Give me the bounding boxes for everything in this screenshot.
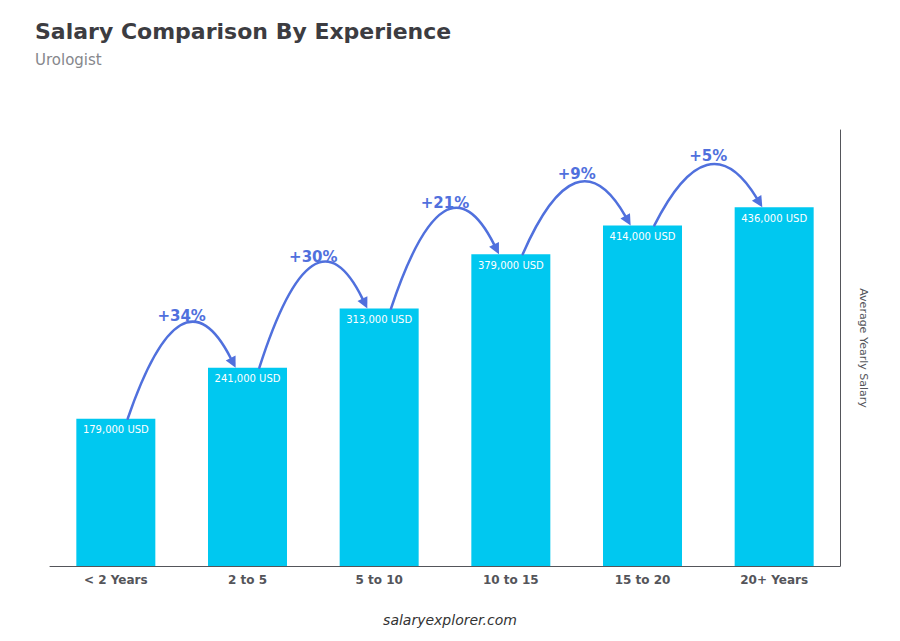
svg-text:salaryexplorer.com: salaryexplorer.com: [383, 612, 517, 628]
svg-text:+34%: +34%: [157, 307, 205, 325]
svg-text:313,000 USD: 313,000 USD: [346, 314, 412, 325]
svg-text:Urologist: Urologist: [35, 51, 102, 69]
svg-text:5 to 10: 5 to 10: [355, 573, 402, 587]
svg-text:+30%: +30%: [289, 248, 337, 266]
svg-text:< 2 Years: < 2 Years: [84, 573, 148, 587]
svg-text:436,000 USD: 436,000 USD: [741, 213, 807, 224]
svg-text:179,000 USD: 179,000 USD: [83, 424, 149, 435]
svg-text:+21%: +21%: [421, 194, 469, 212]
svg-text:Average Yearly Salary: Average Yearly Salary: [857, 288, 870, 408]
svg-text:Salary Comparison By Experienc: Salary Comparison By Experience: [35, 19, 451, 44]
svg-text:379,000 USD: 379,000 USD: [478, 260, 544, 271]
svg-text:+9%: +9%: [558, 165, 596, 183]
svg-text:414,000 USD: 414,000 USD: [610, 231, 676, 242]
svg-text:20+ Years: 20+ Years: [740, 573, 808, 587]
svg-text:15 to 20: 15 to 20: [615, 573, 671, 587]
svg-text:241,000 USD: 241,000 USD: [215, 373, 281, 384]
svg-text:+5%: +5%: [689, 147, 727, 165]
svg-text:2 to 5: 2 to 5: [228, 573, 267, 587]
svg-text:10 to 15: 10 to 15: [483, 573, 539, 587]
